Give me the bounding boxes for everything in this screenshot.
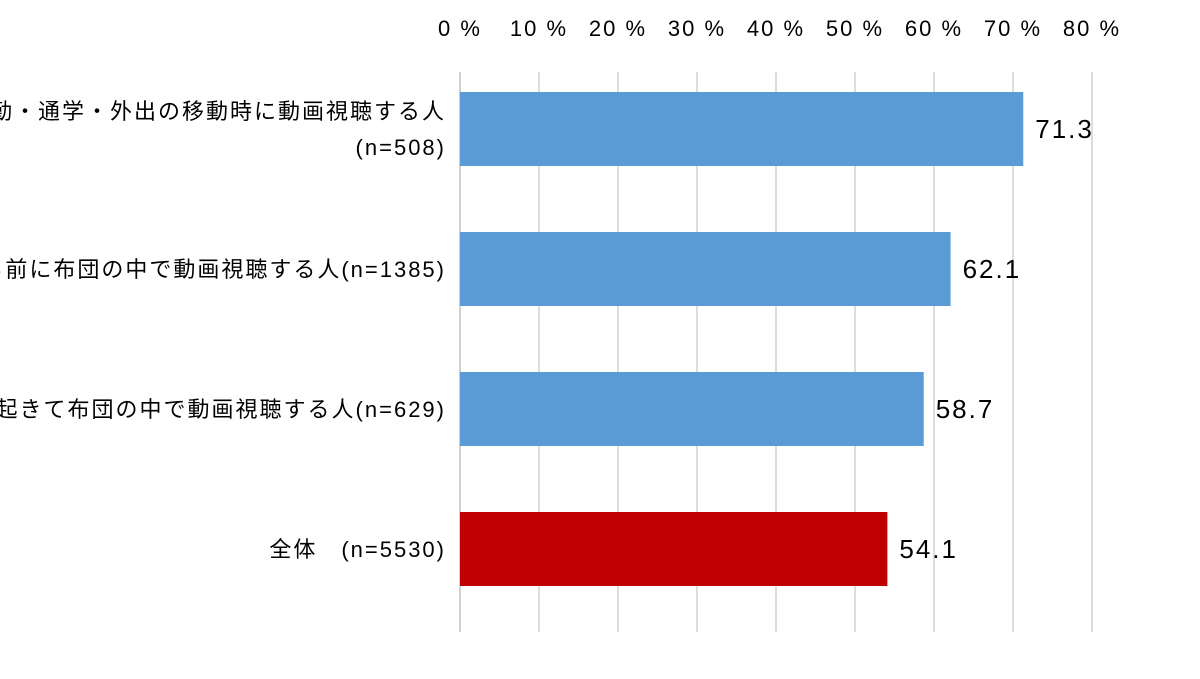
x-axis-tick-label: 40 % [747, 16, 805, 41]
x-axis-tick-label: 60 % [905, 16, 963, 41]
x-axis-tick-label: 30 % [668, 16, 726, 41]
bar-value-label: 54.1 [899, 534, 958, 564]
bar [460, 372, 924, 446]
category-label: 通勤・通学・外出の移動時に動画視聴する人 [0, 99, 446, 124]
category-label: 朝起きて布団の中で動画視聴する人(n=629) [0, 397, 446, 422]
x-axis-tick-label: 0 % [438, 16, 482, 41]
category-label: (n=508) [356, 135, 446, 160]
x-axis-tick-label: 70 % [984, 16, 1042, 41]
bar-chart: 0 % 10 % 20 % 30 % 40 % 50 % 60 % 70 % 80 % 71.3 通… [0, 0, 1200, 679]
bar-value-label: 71.3 [1035, 114, 1094, 144]
bar [460, 92, 1023, 166]
x-axis-tick-label: 80 % [1063, 16, 1121, 41]
x-axis-tick-label: 50 % [826, 16, 884, 41]
bar [460, 512, 887, 586]
x-axis-tick-label: 10 % [510, 16, 568, 41]
category-label: 夜寝る前に布団の中で動画視聴する人(n=1385) [0, 257, 446, 282]
bar-value-label: 58.7 [936, 394, 995, 424]
bar [460, 232, 951, 306]
bar-value-label: 62.1 [963, 254, 1022, 284]
category-label: 全体 (n=5530) [269, 537, 446, 562]
x-axis-tick-label: 20 % [589, 16, 647, 41]
